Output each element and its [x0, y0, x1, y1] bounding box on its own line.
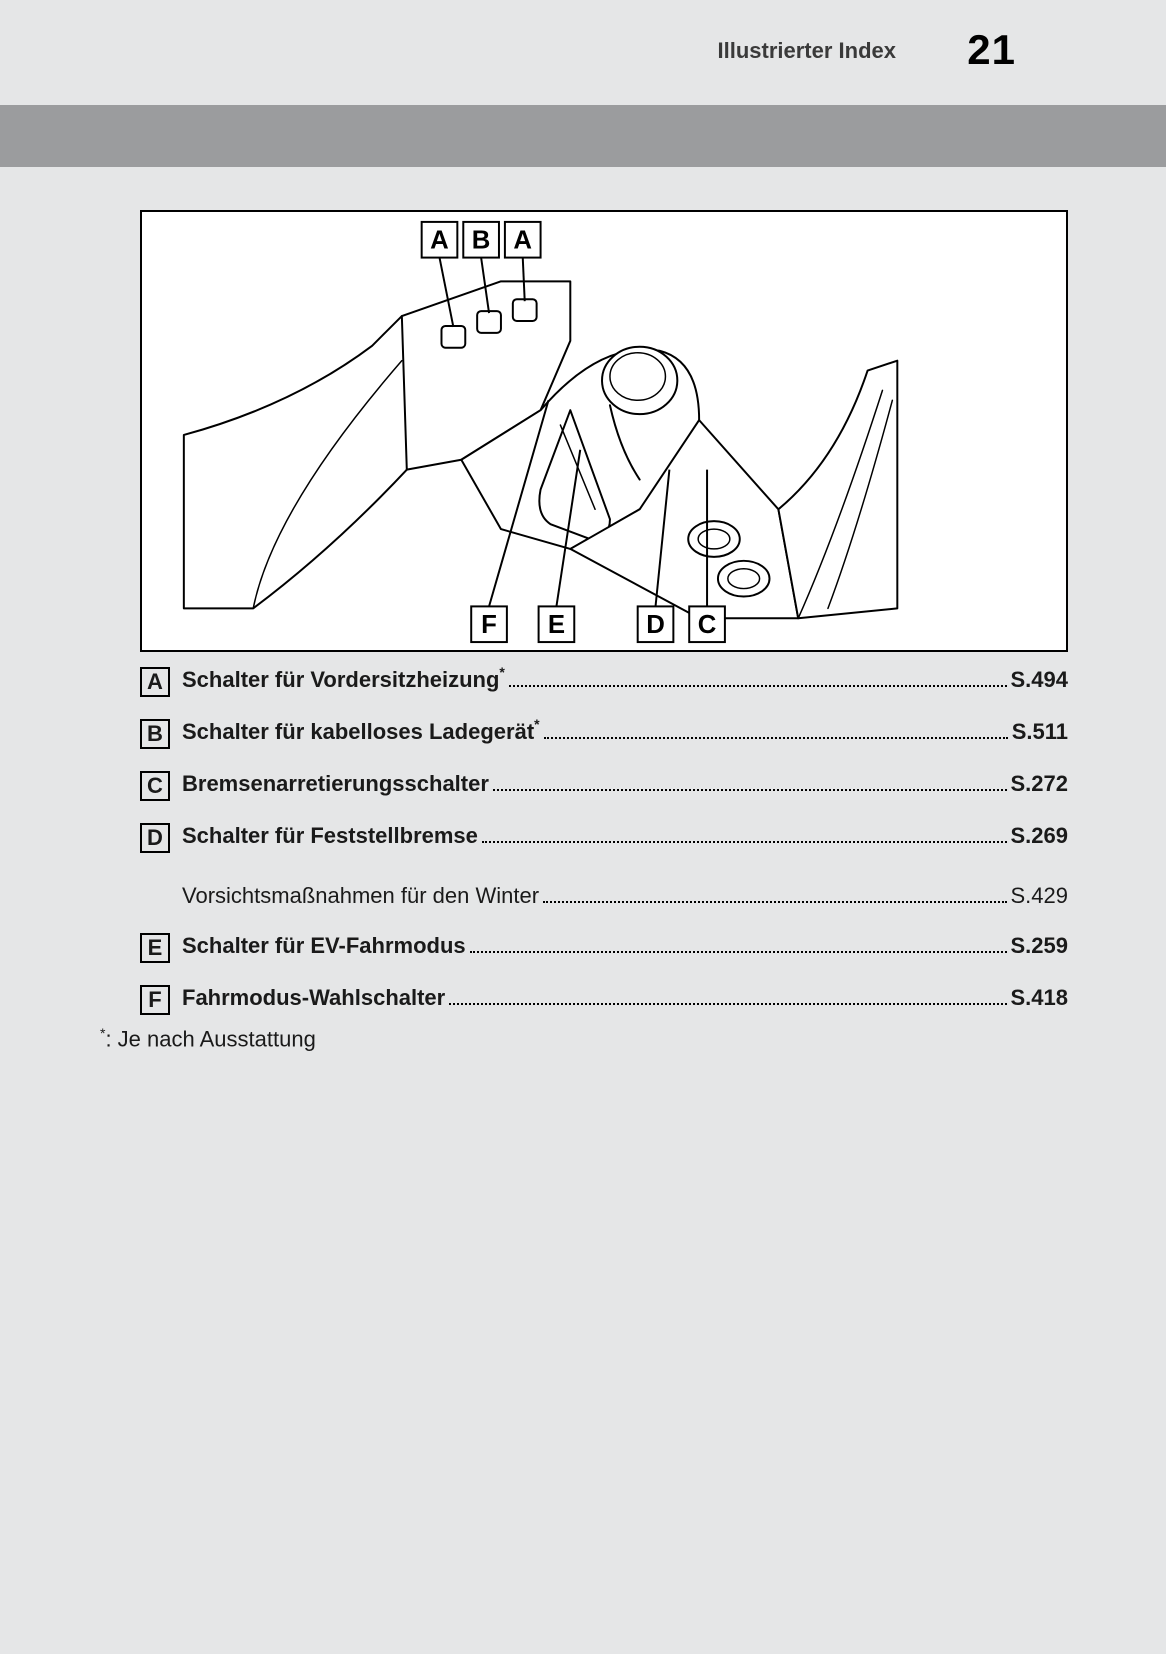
- callout-F: F: [481, 611, 497, 639]
- index-label: Schalter für kabelloses Ladegerät*: [182, 719, 540, 745]
- footnote-text: : Je nach Ausstattung: [105, 1026, 315, 1051]
- index-list: ASchalter für Vordersitzheizung*S.494BSc…: [140, 665, 1068, 1035]
- index-sup: *: [534, 716, 539, 732]
- index-page: S.494: [1011, 667, 1069, 693]
- index-row: F Fahrmodus-Wahlschalter S.418: [140, 983, 1068, 1013]
- index-letter: D: [140, 823, 170, 853]
- leader-dots: [544, 717, 1008, 739]
- index-label-text: Bremsenarretierungsschalter: [182, 771, 489, 796]
- index-page: S.272: [1011, 771, 1069, 797]
- leader-dots: [449, 983, 1006, 1005]
- index-label-text: Vorsichtsmaßnahmen für den Winter: [182, 883, 539, 908]
- header-title: Illustrierter Index: [717, 38, 896, 64]
- index-label: Fahrmodus-Wahlschalter: [182, 985, 445, 1011]
- index-row: D Schalter für Feststellbremse S.269: [140, 821, 1068, 851]
- index-letter: B: [140, 719, 170, 749]
- section-band: [0, 105, 1166, 167]
- index-letter: C: [140, 771, 170, 801]
- index-letter: [140, 875, 170, 905]
- index-label-text: Fahrmodus-Wahlschalter: [182, 985, 445, 1010]
- index-letter: E: [140, 933, 170, 963]
- index-page: S.418: [1011, 985, 1069, 1011]
- index-label: Schalter für EV-Fahrmodus: [182, 933, 466, 959]
- index-row: C Bremsenarretierungsschalter S.272: [140, 769, 1068, 799]
- leader-dots: [493, 769, 1007, 791]
- index-page: S.259: [1011, 933, 1069, 959]
- index-page: S.429: [1011, 883, 1069, 909]
- index-page: S.511: [1012, 719, 1068, 745]
- console-drawing: [184, 281, 897, 618]
- index-row: E Schalter für EV-Fahrmodus S.259: [140, 931, 1068, 961]
- callout-D: D: [646, 611, 665, 639]
- index-letter: F: [140, 985, 170, 1015]
- index-letter: A: [140, 667, 170, 697]
- index-label-text: Schalter für kabelloses Ladegerät: [182, 719, 534, 744]
- index-label: Bremsenarretierungsschalter: [182, 771, 489, 797]
- index-row: A Schalter für Vordersitzheizung* S.494: [140, 665, 1068, 695]
- page-number: 21: [967, 26, 1016, 74]
- index-label: Vorsichtsmaßnahmen für den Winter: [182, 883, 539, 909]
- footnote: *: Je nach Ausstattung: [100, 1025, 316, 1052]
- console-illustration: A B A F E D C: [142, 212, 1066, 650]
- index-label-text: Schalter für Feststellbremse: [182, 823, 478, 848]
- callout-A-top-right: A: [513, 227, 532, 255]
- index-label: Schalter für Feststellbremse: [182, 823, 478, 849]
- page-header: Illustrierter Index 21: [0, 0, 1166, 80]
- index-label-text: Schalter für Vordersitzheizung: [182, 667, 499, 692]
- center-console-figure: A B A F E D C: [140, 210, 1068, 652]
- leader-dots: [482, 821, 1007, 843]
- callout-E: E: [548, 611, 565, 639]
- page: Illustrierter Index 21: [0, 0, 1166, 1654]
- leader-dots: [470, 931, 1007, 953]
- callout-C: C: [698, 611, 717, 639]
- callout-B-top: B: [472, 227, 491, 255]
- index-row: Vorsichtsmaßnahmen für den Winter S.429: [140, 873, 1068, 909]
- leader-dots: [509, 665, 1007, 687]
- leader-dots: [543, 881, 1006, 903]
- index-row: B Schalter für kabelloses Ladegerät* S.511: [140, 717, 1068, 747]
- callout-A-top-left: A: [430, 227, 449, 255]
- index-sup: *: [499, 664, 504, 680]
- index-page: S.269: [1011, 823, 1069, 849]
- index-label-text: Schalter für EV-Fahrmodus: [182, 933, 466, 958]
- index-label: Schalter für Vordersitzheizung*: [182, 667, 505, 693]
